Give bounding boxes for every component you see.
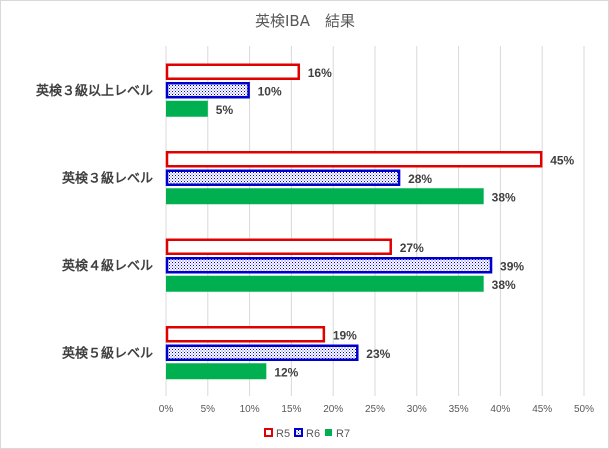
bar-r5 bbox=[165, 151, 543, 168]
bar-r5 bbox=[165, 63, 301, 80]
bar-r5 bbox=[165, 326, 326, 343]
legend-label: R7 bbox=[336, 428, 350, 440]
bar-r6 bbox=[165, 257, 493, 274]
x-tick-label: 0% bbox=[159, 404, 174, 415]
data-label: 19% bbox=[333, 328, 357, 342]
bar-r5 bbox=[165, 238, 392, 255]
bar-r6 bbox=[165, 169, 401, 186]
x-tick-label: 35% bbox=[449, 404, 469, 415]
legend-swatch-r6 bbox=[294, 428, 303, 437]
data-label: 27% bbox=[400, 241, 424, 255]
data-label: 28% bbox=[408, 172, 432, 186]
bar-r7 bbox=[166, 100, 208, 117]
bar-r7 bbox=[166, 188, 484, 205]
x-tick-label: 20% bbox=[323, 404, 343, 415]
data-label: 38% bbox=[492, 278, 516, 292]
legend-swatch-r5 bbox=[264, 428, 273, 437]
data-label: 45% bbox=[550, 153, 574, 167]
x-tick-label: 45% bbox=[532, 404, 552, 415]
legend-label: R6 bbox=[306, 428, 320, 440]
chart-title: 英検IBA 結果 bbox=[255, 12, 355, 30]
data-label: 12% bbox=[274, 365, 298, 379]
x-tick-label: 5% bbox=[201, 404, 216, 415]
data-label: 10% bbox=[258, 84, 282, 98]
x-tick-label: 25% bbox=[365, 404, 385, 415]
category-label: 英検３級以上レベル bbox=[35, 83, 153, 99]
x-tick-label: 30% bbox=[407, 404, 427, 415]
data-label: 23% bbox=[366, 347, 390, 361]
data-label: 16% bbox=[308, 66, 332, 80]
x-tick-label: 50% bbox=[574, 404, 594, 415]
bar-r7 bbox=[166, 363, 267, 380]
data-label: 38% bbox=[492, 190, 516, 204]
x-tick-label: 15% bbox=[281, 404, 301, 415]
legend-label: R5 bbox=[276, 428, 290, 440]
legend-swatch-r7 bbox=[325, 429, 332, 436]
bar-r7 bbox=[166, 275, 484, 292]
bar-r6 bbox=[165, 82, 250, 99]
data-label: 39% bbox=[500, 259, 524, 273]
category-label: 英検３級レベル bbox=[61, 170, 153, 186]
bar-r6 bbox=[165, 344, 359, 361]
category-label: 英検５級レベル bbox=[61, 345, 153, 361]
data-label: 5% bbox=[216, 103, 234, 117]
x-tick-label: 10% bbox=[240, 404, 260, 415]
x-tick-label: 40% bbox=[490, 404, 510, 415]
category-label: 英検４級レベル bbox=[61, 258, 153, 274]
